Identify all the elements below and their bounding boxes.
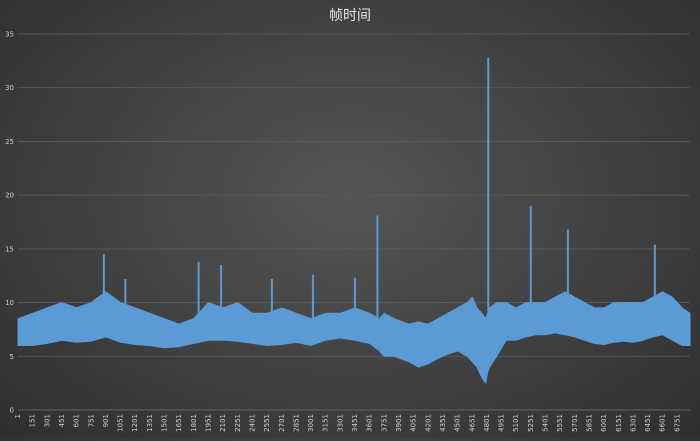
x-tick-label: 301 (43, 414, 51, 427)
x-tick-label: 2851 (292, 414, 300, 432)
x-tick-label: 2401 (248, 414, 256, 432)
x-tick-label: 3451 (351, 414, 359, 432)
x-tick-label: 3901 (395, 414, 403, 432)
x-tick-label: 6301 (629, 414, 637, 432)
x-tick-label: 1351 (146, 414, 154, 432)
y-tick-label: 20 (5, 192, 14, 200)
x-tick-label: 5401 (542, 414, 550, 432)
y-tick-label: 15 (5, 245, 14, 253)
series-layer (17, 57, 691, 384)
series-band (17, 291, 691, 384)
y-tick-label: 25 (5, 138, 14, 146)
y-tick-label: 30 (5, 84, 14, 92)
x-tick-label: 4351 (439, 414, 447, 432)
y-axis: 0 5 10 15 20 25 30 35 (5, 31, 14, 415)
x-tick-label: 6751 (673, 414, 681, 432)
x-tick-label: 151 (29, 414, 37, 427)
x-tick-label: 4951 (498, 414, 506, 432)
x-tick-label: 601 (73, 414, 81, 427)
x-tick-label: 5701 (571, 414, 579, 432)
x-tick-label: 2551 (263, 414, 271, 432)
x-tick-label: 1801 (190, 414, 198, 432)
x-tick-label: 751 (87, 414, 95, 427)
chart-title: 帧时间 (329, 8, 371, 24)
x-tick-label: 4501 (454, 414, 462, 432)
x-tick-label: 3001 (307, 414, 315, 432)
gridlines (18, 33, 690, 411)
x-tick-label: 4201 (424, 414, 432, 432)
y-tick-label: 35 (5, 31, 14, 39)
x-axis: 1 151 301 451 601 751 901 1051 1201 1351 1501 1651 1… (14, 409, 690, 432)
x-tick-label: 3751 (380, 414, 388, 432)
y-tick-label: 5 (10, 353, 14, 361)
x-tick-label: 4051 (410, 414, 418, 432)
x-tick-label: 1201 (131, 414, 139, 432)
x-tick-label: 451 (58, 414, 66, 427)
x-tick-label: 6601 (659, 414, 667, 432)
x-tick-label: 5551 (556, 414, 564, 432)
x-tick-label: 5251 (527, 414, 535, 432)
y-tick-label: 0 (10, 407, 14, 415)
x-tick-label: 1 (14, 414, 22, 418)
x-tick-label: 2251 (234, 414, 242, 432)
x-tick-label: 2101 (219, 414, 227, 432)
x-tick-label: 3601 (366, 414, 374, 432)
y-tick-label: 10 (5, 299, 14, 307)
x-tick-label: 3151 (322, 414, 330, 432)
x-tick-label: 4801 (483, 414, 491, 432)
x-tick-label: 901 (102, 414, 110, 427)
x-tick-label: 6001 (600, 414, 608, 432)
x-tick-label: 1951 (204, 414, 212, 432)
x-tick-label: 1051 (117, 414, 125, 432)
x-tick-label: 6451 (644, 414, 652, 432)
x-tick-label: 5101 (512, 414, 520, 432)
x-tick-label: 3301 (336, 414, 344, 432)
x-tick-label: 5851 (585, 414, 593, 432)
x-tick-label: 4651 (468, 414, 476, 432)
x-tick-label: 1651 (175, 414, 183, 432)
x-tick-label: 6151 (615, 414, 623, 432)
x-tick-label: 2701 (278, 414, 286, 432)
x-tick-label: 1501 (161, 414, 169, 432)
